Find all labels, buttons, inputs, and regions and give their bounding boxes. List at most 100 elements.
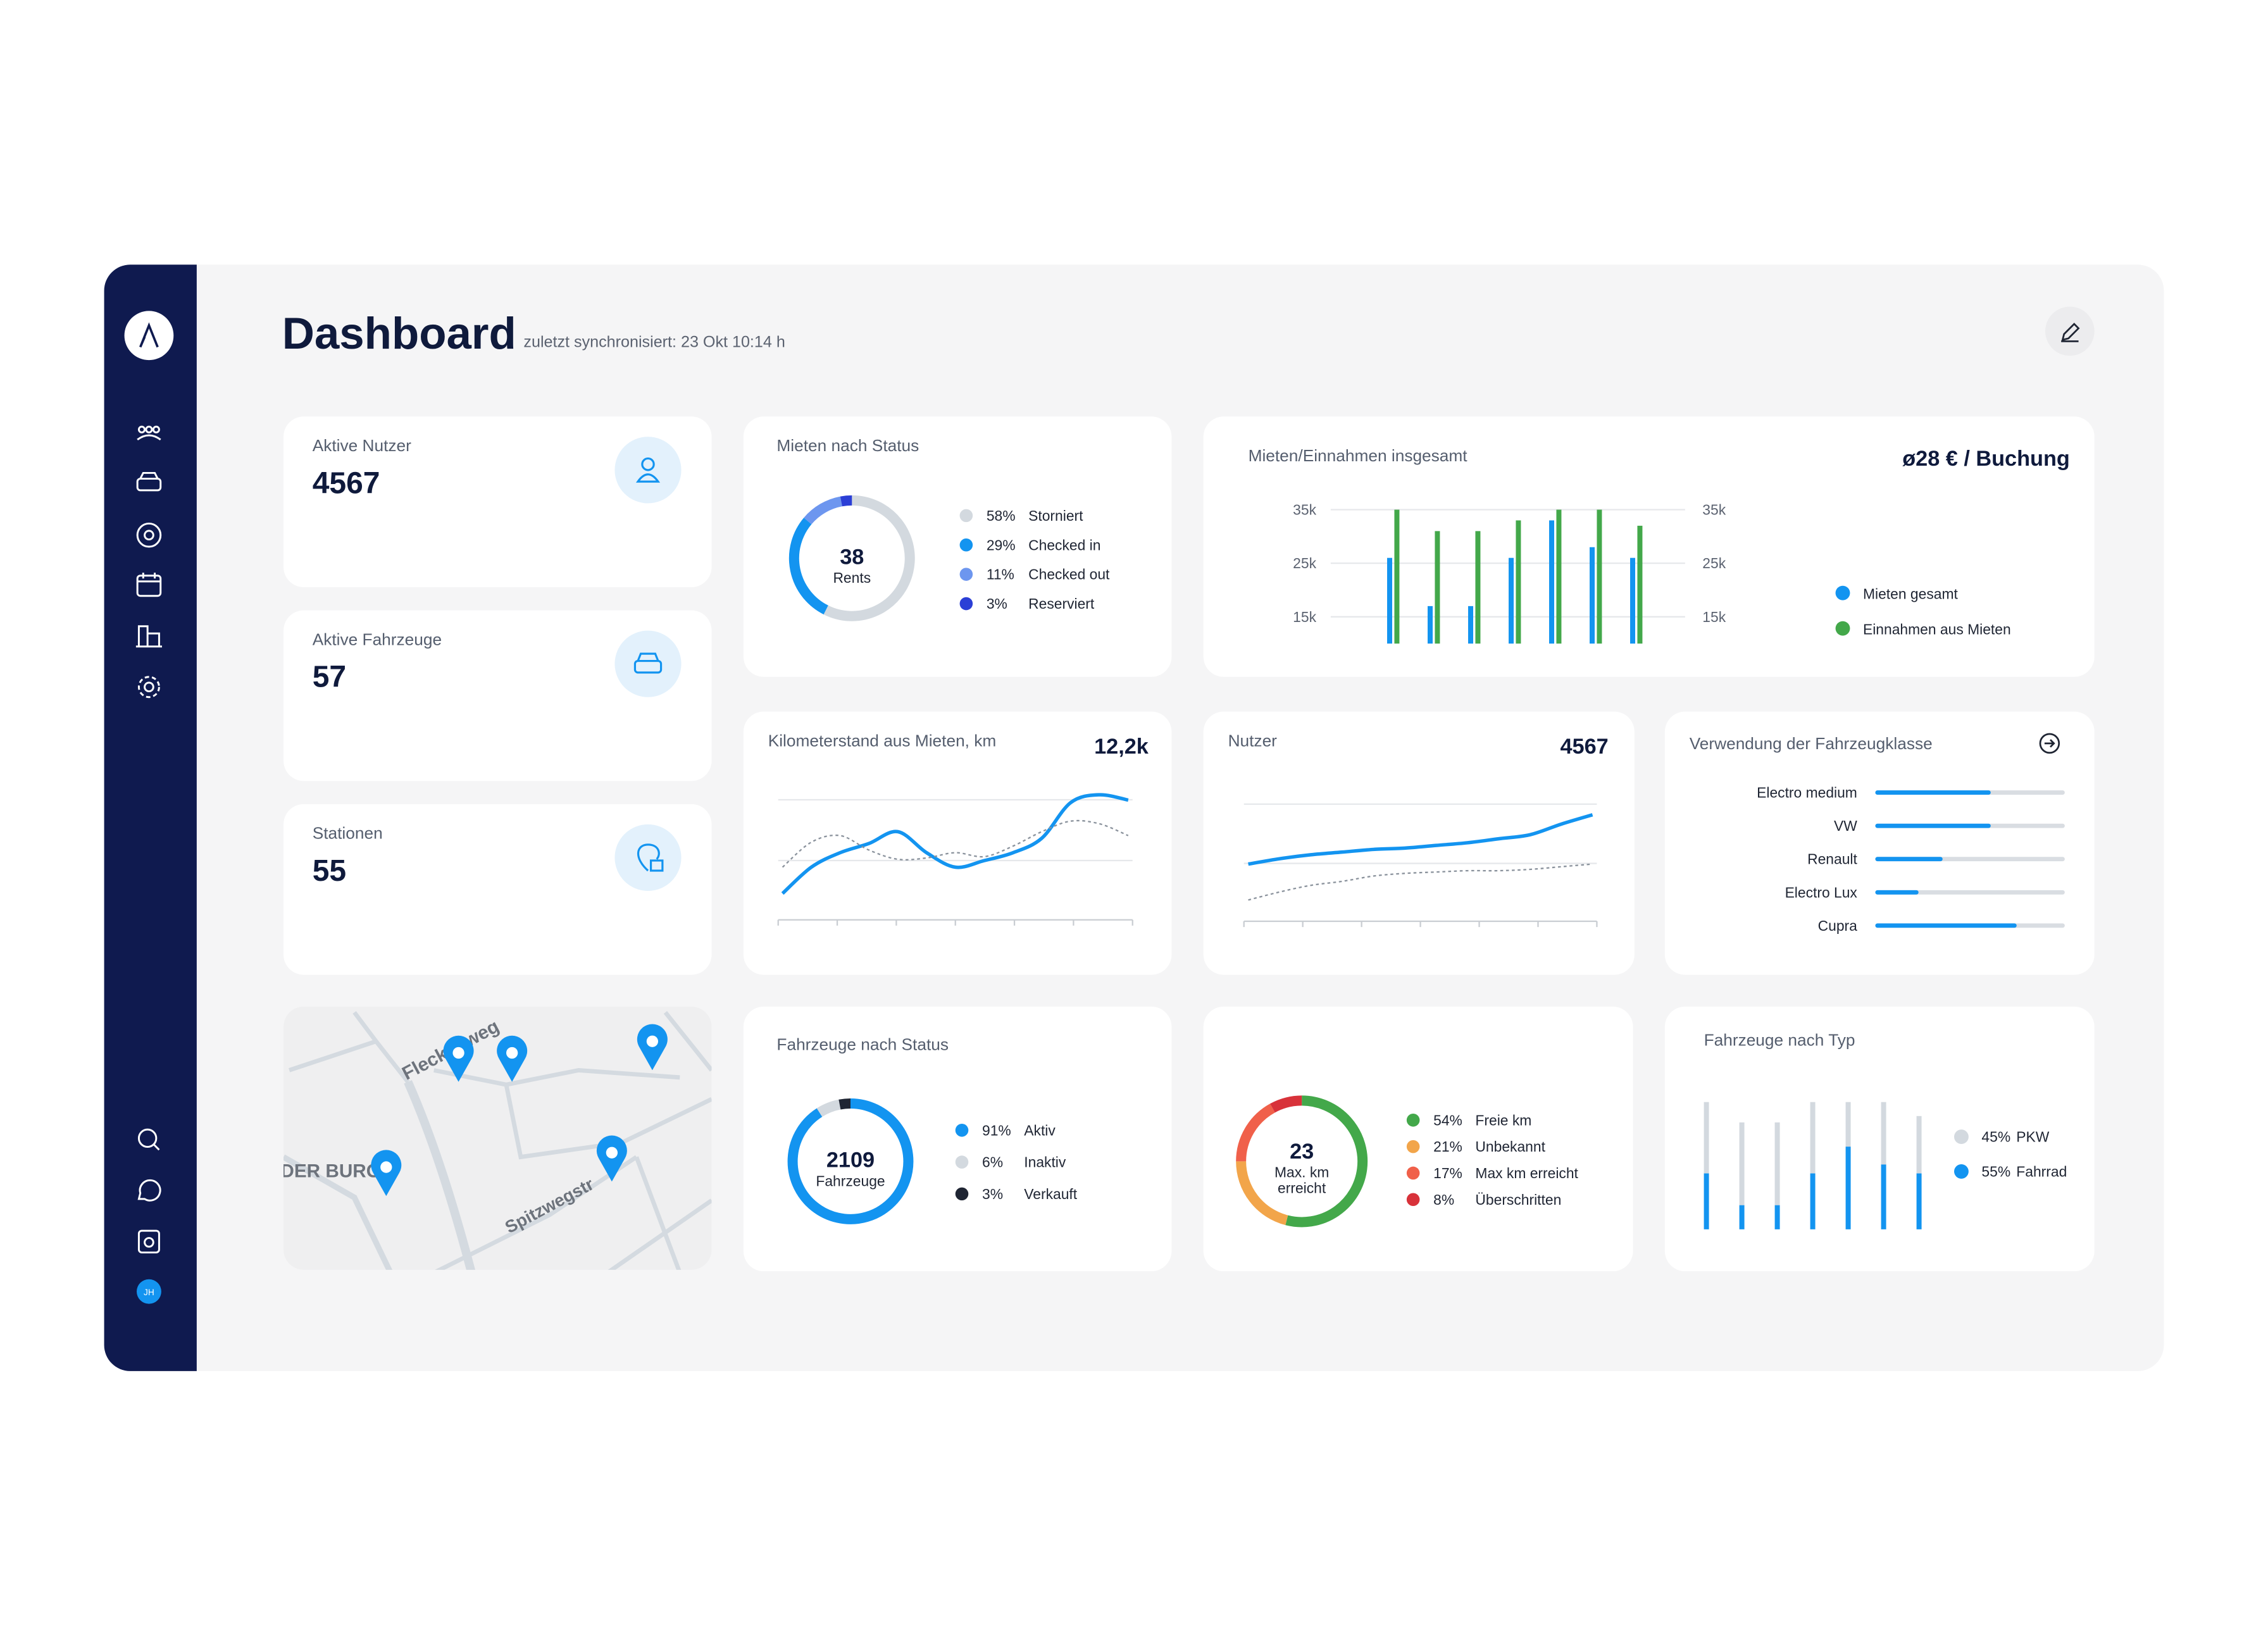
card xyxy=(743,1006,1172,1272)
kpi-icon xyxy=(637,843,664,872)
nav-stations[interactable] xyxy=(135,625,162,648)
open-button[interactable] xyxy=(2039,733,2060,754)
sidebar xyxy=(104,264,197,1371)
legend-value: 29% xyxy=(987,537,1016,553)
map-pin[interactable] xyxy=(371,1150,402,1197)
card xyxy=(743,416,1172,677)
donut-segment xyxy=(823,495,915,621)
map-pin[interactable] xyxy=(443,1035,474,1082)
bar xyxy=(1475,531,1481,644)
nav-vehicles[interactable] xyxy=(136,471,162,492)
kpi-icon xyxy=(635,457,661,483)
donut-segment xyxy=(1285,1095,1368,1228)
bar-label: VW xyxy=(1834,818,1857,834)
map-pin-dot xyxy=(606,1147,618,1159)
kpi-label: Aktive Fahrzeuge xyxy=(313,630,442,649)
donut-center-value: 38 xyxy=(840,545,864,569)
legend-dot xyxy=(1954,1164,1969,1179)
kpi-label: Stationen xyxy=(313,824,383,843)
donut-segment xyxy=(1236,1103,1275,1162)
map-pin-dot xyxy=(506,1047,518,1059)
kpi-icon xyxy=(633,652,663,674)
card xyxy=(1664,1006,2095,1272)
bar-label: Renault xyxy=(1807,851,1857,867)
donut-segment xyxy=(838,1098,851,1110)
bar-segment xyxy=(1845,1147,1851,1229)
card-kpi: ø28 € / Buchung xyxy=(1902,447,2070,471)
kpi-label: Aktive Nutzer xyxy=(313,436,411,455)
line xyxy=(1248,863,1593,901)
bar-label: Cupra xyxy=(1818,917,1858,934)
nav-calendar[interactable] xyxy=(136,573,162,597)
bar-segment xyxy=(1739,1205,1745,1229)
donut-segment xyxy=(787,1098,914,1224)
legend-label: PKW xyxy=(2016,1129,2049,1145)
card-title: Mieten/Einnahmen insgesamt xyxy=(1249,446,1468,465)
nav-search[interactable] xyxy=(137,1128,160,1151)
legend-label: Mieten gesamt xyxy=(1863,585,1958,602)
legend-value: 55% xyxy=(1981,1163,2010,1179)
legend-value: 6% xyxy=(982,1154,1003,1171)
legend-dot xyxy=(959,597,973,611)
legend-label: Einnahmen aus Mieten xyxy=(1863,621,2011,637)
bar-segment xyxy=(1881,1164,1886,1229)
legend-label: Aktiv xyxy=(1024,1122,1056,1138)
card xyxy=(1203,711,1635,975)
legend-label: Freie km xyxy=(1475,1112,1531,1128)
map-pin[interactable] xyxy=(497,1035,528,1082)
nav-chat[interactable] xyxy=(137,1179,161,1202)
kpi-icon-bg xyxy=(614,824,682,891)
bar-segment xyxy=(1916,1116,1922,1174)
icon-part xyxy=(637,843,660,872)
bar-segment xyxy=(1810,1102,1816,1174)
nav-steering[interactable] xyxy=(136,522,162,548)
legend-label: Max km erreicht xyxy=(1475,1165,1578,1181)
kpi-icon-bg xyxy=(614,630,682,697)
legend-dot xyxy=(955,1155,969,1169)
nav-users[interactable] xyxy=(137,425,161,441)
legend-value: 45% xyxy=(1981,1129,2010,1145)
logo[interactable] xyxy=(124,311,174,361)
donut-center-value: 2109 xyxy=(826,1148,875,1172)
avatar[interactable] xyxy=(137,1279,161,1304)
line xyxy=(1248,813,1593,866)
legend-label: Inaktiv xyxy=(1024,1154,1066,1171)
legend-value: 3% xyxy=(982,1186,1003,1202)
bar-segment xyxy=(1916,1173,1922,1229)
legend-label: Reserviert xyxy=(1028,595,1095,612)
legend-value: 21% xyxy=(1433,1138,1462,1155)
y-tick-label: 15k xyxy=(1293,609,1316,625)
edit-button[interactable] xyxy=(2045,306,2095,356)
legend-dot xyxy=(955,1187,969,1201)
bar-segment xyxy=(1810,1173,1816,1229)
donut-segment xyxy=(840,495,852,507)
kpi-card xyxy=(284,804,712,975)
card-title: Verwendung der Fahrzeugklasse xyxy=(1690,734,1933,753)
edit-icon xyxy=(2061,323,2080,342)
arrow-icon xyxy=(2044,739,2055,748)
card-title: Fahrzeuge nach Typ xyxy=(1704,1031,1855,1050)
map-pin[interactable] xyxy=(637,1024,668,1071)
donut-center-label: Rents xyxy=(833,569,871,586)
map-pin-dot xyxy=(452,1047,464,1059)
bar xyxy=(1387,557,1392,644)
icon-part xyxy=(641,457,655,471)
legend-label: Überschritten xyxy=(1475,1191,1561,1208)
legend-dot xyxy=(1835,621,1850,636)
bar xyxy=(1590,547,1595,644)
donut-segment xyxy=(788,518,828,615)
legend-label: Fahrrad xyxy=(2016,1163,2067,1179)
nav-tasks[interactable] xyxy=(137,1229,160,1253)
legend-value: 54% xyxy=(1433,1112,1462,1128)
bar xyxy=(1637,525,1643,644)
donut-center-label: Max. km xyxy=(1274,1164,1329,1181)
bar xyxy=(1435,531,1440,644)
bar-segment xyxy=(1704,1173,1709,1229)
card-kpi: 12,2k xyxy=(1094,735,1149,759)
map-pin[interactable] xyxy=(596,1135,627,1182)
bar xyxy=(1597,509,1602,644)
legend-value: 11% xyxy=(987,566,1014,583)
card-kpi: 4567 xyxy=(1560,735,1608,759)
legend-dot xyxy=(1406,1166,1420,1180)
